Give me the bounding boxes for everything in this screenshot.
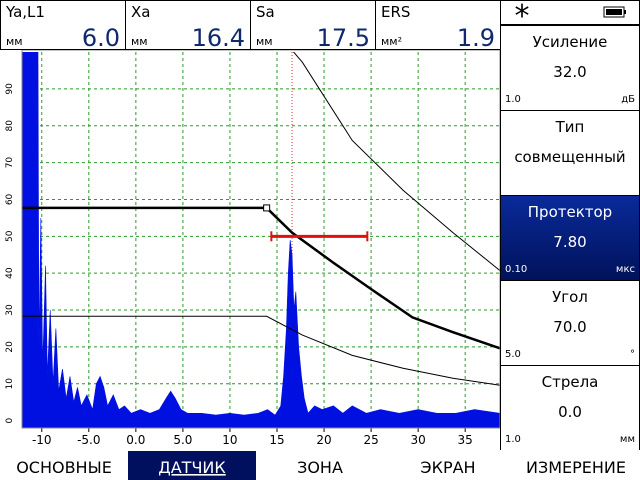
readout-label: Ya,L1 [5,3,45,21]
param-step: 0.10 [505,264,527,275]
plot [22,52,500,428]
param-box[interactable] [500,365,640,451]
readout-unit: мм [256,35,273,48]
curve [22,315,500,386]
x-tick-label: -5.0 [77,433,100,447]
param-step: 5.0 [505,349,521,360]
readout-box [125,0,251,50]
param-title: Стрела [542,373,599,391]
readout-unit: мм² [381,35,402,48]
x-tick-label: 0.0 [126,433,145,447]
x-tick-label: 25 [363,433,378,447]
menu-item[interactable]: ЗОНА [297,458,343,477]
readout-unit: мм [6,35,23,48]
param-value: 7.80 [553,233,586,251]
x-tick-label: 20 [316,433,331,447]
readout-value: 6.0 [82,24,120,52]
param-unit: ° [630,349,635,360]
readout-box [0,0,126,50]
param-title: Угол [552,288,588,306]
param-box[interactable] [500,195,640,281]
x-tick-label: 30 [410,433,425,447]
menu-item[interactable]: ЭКРАН [420,458,475,477]
param-unit: мкс [616,264,635,275]
readout-label: Sa [256,3,275,21]
y-tick-label: 0 [5,417,15,423]
param-value: совмещенный [514,148,625,166]
y-tick-label: 50 [5,230,15,242]
param-title: Протектор [528,203,612,221]
param-value: 70.0 [553,318,586,336]
menu-item[interactable]: ДАТЧИК [158,458,226,477]
curve [22,206,500,350]
menu-item[interactable]: ИЗМЕРЕНИЕ [526,458,626,477]
menu-selection [128,451,256,480]
param-box[interactable] [500,25,640,111]
readout-box [250,0,376,50]
y-tick-label: 20 [5,341,15,353]
y-tick-label: 60 [5,193,15,205]
x-tick-label: 5.0 [173,433,192,447]
battery-level [606,9,622,15]
dac-point [263,204,271,212]
x-tick-label: 35 [458,433,473,447]
y-tick-label: 40 [5,267,15,279]
signal [22,52,500,428]
param-step: 1.0 [505,94,521,105]
y-tick-label: 80 [5,120,15,132]
param-unit: дБ [621,94,635,105]
y-tick-label: 10 [5,378,15,390]
readout-label: Xa [131,3,150,21]
menu-item[interactable]: ОСНОВНЫЕ [16,458,112,477]
param-value: 32.0 [553,63,586,81]
a-scan: 0 10 20 30 40 50 60 70 80 90 -10 -5.0 0.0 5.0 10 15 20 25… [5,49,501,447]
readout-unit: мм [131,35,148,48]
battery-tip [624,10,626,14]
readout-value: 16.4 [192,24,245,52]
y-tick-label: 70 [5,157,15,169]
y-tick-label: 90 [5,83,15,95]
param-step: 1.0 [505,434,521,445]
x-tick-label: 10 [222,433,237,447]
readout-label: ERS [381,3,410,21]
x-tick-label: -10 [32,433,52,447]
curve [292,52,500,271]
x-tick-label: 15 [269,433,284,447]
param-unit: мм [620,434,635,445]
param-title: Тип [555,118,585,136]
menu-bar [0,450,640,480]
param-title: Усиление [533,33,608,51]
param-value: 0.0 [558,403,582,421]
readout-value: 1.9 [457,24,495,52]
y-tick-label: 30 [5,304,15,316]
readout-value: 17.5 [317,24,370,52]
